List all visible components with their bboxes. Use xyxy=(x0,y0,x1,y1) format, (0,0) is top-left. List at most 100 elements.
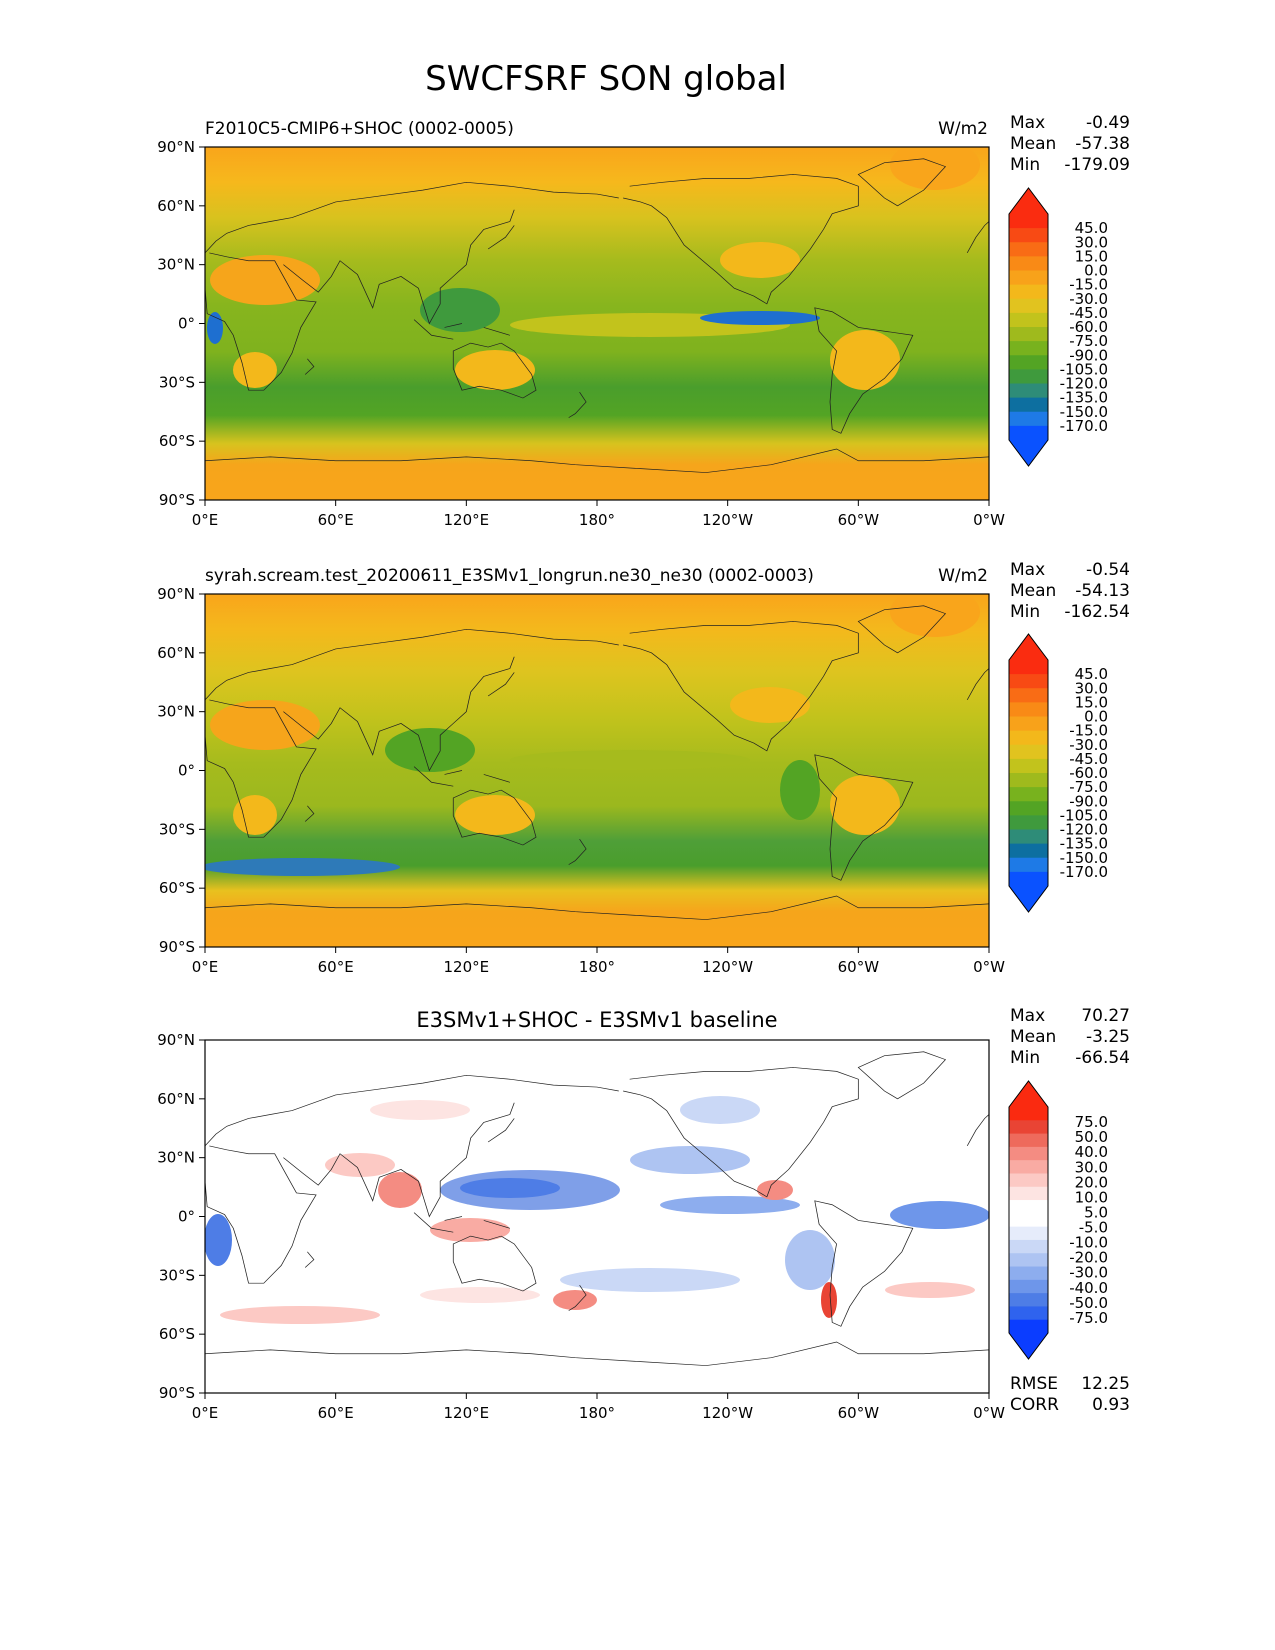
y-tick-label: 60°N xyxy=(157,197,195,215)
panel-reference-model: syrah.scream.test_20200611_E3SMv1_longru… xyxy=(157,560,1130,976)
colorbar-swatch xyxy=(1009,1306,1048,1321)
colorbar-swatch xyxy=(1009,730,1048,746)
y-tick-label: 60°S xyxy=(159,879,195,897)
colorbar-swatch xyxy=(1009,383,1048,399)
colorbar-level-label: -135.0 xyxy=(1060,389,1108,407)
y-tick-label: 30°N xyxy=(157,703,195,721)
panel3-so-neg xyxy=(560,1268,740,1292)
colorbar-level-label: -30.0 xyxy=(1069,736,1108,754)
colorbar-swatch xyxy=(1009,298,1048,314)
panel3-atl-pos xyxy=(885,1282,975,1298)
panel-difference: E3SMv1+SHOC - E3SMv1 baseline xyxy=(157,1006,1130,1422)
colorbar-swatch xyxy=(1009,773,1048,788)
colorbar-extend-max xyxy=(1009,188,1048,214)
panel2-greenland xyxy=(890,594,980,637)
colorbar-swatch xyxy=(1009,1319,1048,1334)
colorbar-swatch xyxy=(1009,1120,1048,1135)
colorbar-swatch xyxy=(1009,1293,1048,1308)
colorbar-swatch xyxy=(1009,312,1048,328)
colorbar-outline xyxy=(1008,187,1049,467)
y-tick-label: 30°S xyxy=(159,820,195,838)
colorbar-level-label: -45.0 xyxy=(1069,750,1108,768)
colorbar-level-label: 5.0 xyxy=(1084,1203,1108,1221)
corr-value: 0.93 xyxy=(1092,1395,1130,1415)
colorbar-swatch xyxy=(1009,744,1048,760)
panel2-title-left: syrah.scream.test_20200611_E3SMv1_longru… xyxy=(205,566,814,586)
colorbar-level-label: 30.0 xyxy=(1075,233,1108,251)
panel3-np-neg xyxy=(630,1146,750,1174)
panel3-indonesia-pos xyxy=(430,1218,510,1242)
y-tick-label: 0° xyxy=(178,1208,195,1226)
y-tick-label: 0° xyxy=(178,762,195,780)
colorbar-level-label: 0.0 xyxy=(1084,708,1108,726)
panel2-map xyxy=(205,594,989,947)
colorbar-swatch xyxy=(1009,284,1048,300)
panel2-max-label: Max xyxy=(1010,560,1045,580)
colorbar-swatch xyxy=(1009,829,1048,845)
figure-title: SWCFSRF SON global xyxy=(425,59,787,99)
panel3-x-ticks: 0°E 60°E 120°E 180° 120°W 60°W 0°W xyxy=(192,1393,1005,1422)
colorbar-swatch xyxy=(1009,341,1048,356)
x-tick-label: 120°W xyxy=(702,511,753,529)
panel3-np-high-neg xyxy=(680,1096,760,1124)
colorbar-swatch xyxy=(1009,843,1048,859)
colorbar-level-label: -150.0 xyxy=(1060,403,1108,421)
panel3-sindian-pos xyxy=(420,1287,540,1303)
colorbar-swatch xyxy=(1009,270,1048,286)
panel1-colorbar: 45.030.015.00.0-15.0-30.0-45.0-60.0-75.0… xyxy=(1008,187,1108,467)
colorbar-level-label: 30.0 xyxy=(1075,679,1108,697)
x-tick-label: 120°W xyxy=(702,958,753,976)
y-tick-label: 90°N xyxy=(157,585,195,603)
colorbar-swatch xyxy=(1009,1266,1048,1281)
panel3-field xyxy=(205,1040,989,1393)
colorbar-swatch xyxy=(1009,397,1048,413)
y-tick-label: 30°S xyxy=(159,373,195,391)
panel3-min-label: Min xyxy=(1010,1048,1040,1068)
colorbar-level-label: -5.0 xyxy=(1079,1219,1108,1237)
panel2-eq-pacific xyxy=(510,750,750,770)
colorbar-outline xyxy=(1008,633,1049,913)
panel3-so-pos xyxy=(220,1306,380,1324)
x-tick-label: 60°W xyxy=(838,511,880,529)
y-tick-label: 90°N xyxy=(157,1031,195,1049)
panel3-eq-east-neg xyxy=(660,1196,800,1214)
panel1-title-left: F2010C5-CMIP6+SHOC (0002-0005) xyxy=(205,119,514,139)
colorbar-level-label: -15.0 xyxy=(1069,722,1108,740)
x-tick-label: 180° xyxy=(579,1404,615,1422)
panel3-map xyxy=(205,1040,989,1393)
colorbar-outline xyxy=(1008,1080,1049,1360)
panel3-india-pos xyxy=(378,1172,422,1208)
colorbar-swatch xyxy=(1009,355,1048,370)
x-tick-label: 60°W xyxy=(838,958,880,976)
x-tick-label: 120°E xyxy=(444,958,490,976)
colorbar-level-label: -30.0 xyxy=(1069,1264,1108,1282)
colorbar-swatch xyxy=(1009,1200,1048,1214)
panel3-max-value: 70.27 xyxy=(1081,1006,1130,1026)
panel1-mean-value: -57.38 xyxy=(1075,134,1130,154)
colorbar-level-label: 20.0 xyxy=(1075,1173,1108,1191)
colorbar-level-label: -150.0 xyxy=(1060,849,1108,867)
x-tick-label: 0°W xyxy=(973,511,1005,529)
colorbar-swatch xyxy=(1009,256,1048,272)
colorbar-swatch xyxy=(1009,815,1048,831)
colorbar-swatch xyxy=(1009,1107,1048,1121)
colorbar-swatch xyxy=(1009,411,1048,427)
y-tick-label: 30°S xyxy=(159,1266,195,1284)
colorbar-level-label: -170.0 xyxy=(1060,863,1108,881)
x-tick-label: 0°E xyxy=(192,1404,219,1422)
colorbar-level-label: -90.0 xyxy=(1069,792,1108,810)
x-tick-label: 60°E xyxy=(318,958,354,976)
panel2-min-label: Min xyxy=(1010,602,1040,622)
panel2-mean-label: Mean xyxy=(1010,581,1056,601)
colorbar-level-label: -105.0 xyxy=(1060,806,1108,824)
colorbar-swatch xyxy=(1009,758,1048,774)
x-tick-label: 0°E xyxy=(192,958,219,976)
colorbar-extend-max xyxy=(1009,1081,1048,1107)
panel3-colorbar: 75.050.040.030.020.010.05.0-5.0-10.0-20.… xyxy=(1008,1080,1108,1360)
panel1-max-value: -0.49 xyxy=(1086,113,1130,133)
colorbar-level-label: -40.0 xyxy=(1069,1279,1108,1297)
panel1-stats: Max -0.49 Mean -57.38 Min -179.09 xyxy=(1010,113,1130,175)
panel2-x-ticks: 0°E 60°E 120°E 180° 120°W 60°W 0°W xyxy=(192,947,1005,976)
colorbar-level-label: -120.0 xyxy=(1060,821,1108,839)
corr-label: CORR xyxy=(1010,1395,1059,1415)
